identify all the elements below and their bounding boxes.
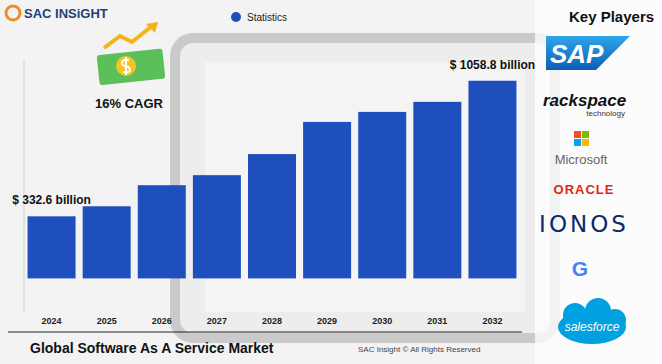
salesforce-logo-text: salesforce — [565, 320, 620, 334]
side-panel — [535, 0, 662, 364]
x-tick-label: 2032 — [482, 316, 502, 326]
chart-root: SAC INSiGHT Statistics 16% CAGR $ 332.6 bil… — [0, 0, 662, 364]
credit: SAC Insight © All Rights Reserved — [358, 345, 480, 354]
arrow-head — [146, 22, 158, 33]
bar — [303, 122, 351, 278]
legend: Statistics — [231, 12, 287, 23]
bar — [28, 216, 76, 278]
brand-text: SAC INSiGHT — [24, 6, 108, 21]
microsoft-square — [574, 131, 581, 138]
cagr-annotation: 16% CAGR — [95, 96, 164, 111]
microsoft-logo-text: Microsoft — [555, 152, 608, 167]
microsoft-square — [574, 139, 581, 146]
bill — [97, 49, 166, 86]
google-logo-text: G — [572, 257, 588, 280]
data-label: $ 1058.8 billion — [450, 58, 535, 72]
background — [0, 0, 662, 364]
bar — [248, 154, 296, 278]
chart-title: Global Software As A Service Market — [30, 340, 274, 356]
oracle-logo-text: ORACLE — [554, 182, 615, 197]
x-tick-label: 2027 — [207, 316, 227, 326]
rackspace-logo-text: rackspace — [543, 91, 626, 110]
coin-symbol — [122, 57, 130, 75]
x-tick-label: 2029 — [317, 316, 337, 326]
key-players-title: Key Players — [569, 8, 654, 25]
bars — [28, 81, 517, 279]
x-tick-label: 2024 — [42, 316, 62, 326]
bar — [468, 81, 516, 279]
x-tick-label: 2025 — [97, 316, 117, 326]
bar — [83, 206, 131, 278]
bar — [358, 112, 406, 279]
data-label: $ 332.6 billion — [12, 193, 91, 207]
key-players: Key Players SAP rackspacetechnology Microso… — [539, 8, 654, 344]
brand-mark — [6, 6, 20, 20]
x-tick-label: 2028 — [262, 316, 282, 326]
legend-label: Statistics — [247, 12, 287, 23]
microsoft-square — [582, 131, 589, 138]
x-tick-label: 2031 — [427, 316, 447, 326]
footer-rule — [8, 332, 522, 333]
sap-logo-text: SAP — [550, 39, 604, 69]
tablet-frame — [175, 38, 555, 338]
sap-logo-shape — [546, 36, 630, 70]
rackspace-tagline: technology — [586, 109, 625, 118]
trend-arrow — [104, 26, 152, 48]
coin — [116, 56, 136, 76]
x-tick-label: 2026 — [152, 316, 172, 326]
legend-swatch — [231, 12, 241, 22]
salesforce-cloud — [558, 298, 626, 344]
bar — [193, 175, 241, 278]
bar — [413, 102, 461, 279]
ionos-logo-text: IONOS — [539, 211, 629, 237]
y-axis-line — [24, 60, 25, 312]
microsoft-square — [582, 139, 589, 146]
x-tick-label: 2030 — [372, 316, 392, 326]
tablet-screen — [205, 62, 525, 312]
brand-logo: SAC INSiGHT — [6, 6, 108, 21]
money-icon — [97, 22, 166, 85]
bar — [138, 185, 186, 278]
